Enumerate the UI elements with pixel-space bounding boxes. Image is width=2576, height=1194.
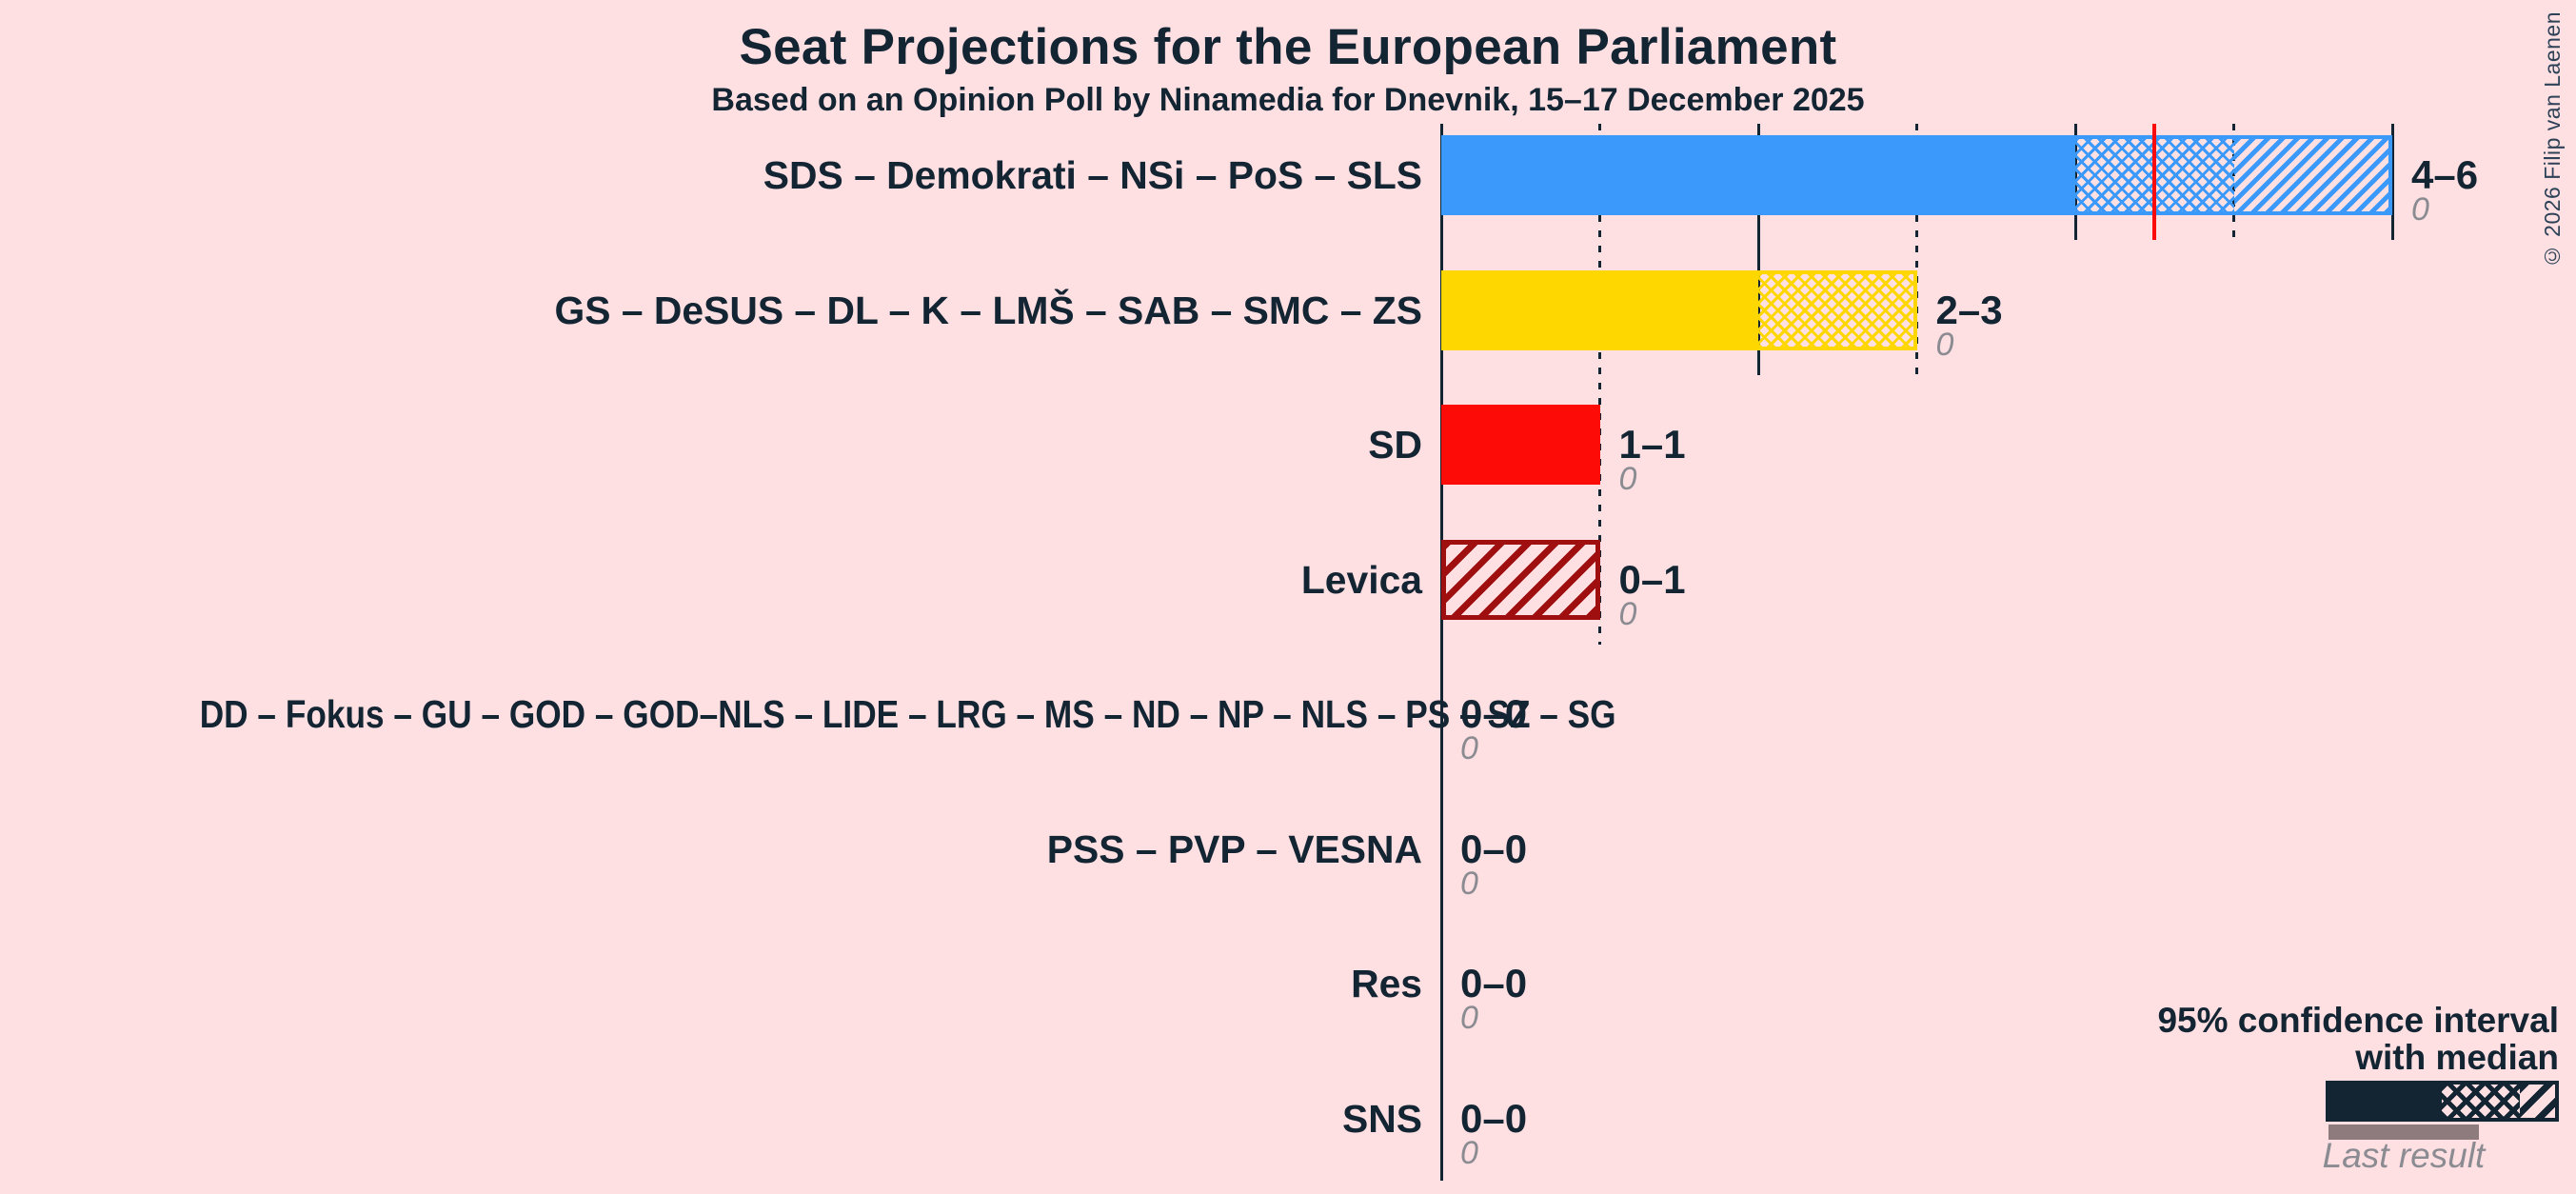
legend-sample-bar: [2326, 1081, 2559, 1122]
party-label: SNS: [1342, 1096, 1422, 1141]
legend-last-result-label: Last result: [2322, 1136, 2486, 1175]
gridline-seat-3: [1915, 124, 1918, 375]
page-subtitle: Based on an Opinion Poll by Ninamedia fo…: [711, 82, 1865, 118]
ci-value-label: 2–3: [1935, 287, 2003, 332]
legend-sample-solid: [2329, 1085, 2442, 1118]
gridline-seat-2: [1756, 124, 1760, 375]
party-label: PSS – PVP – VESNA: [1046, 826, 1422, 871]
bar: [1441, 269, 1917, 350]
party-label: Levica: [1300, 557, 1422, 602]
ci-value-label: 1–1: [1618, 422, 1686, 467]
legend-ci-label: 95% confidence interval with median: [2157, 1002, 2559, 1076]
last-result-value: 0: [1618, 461, 1637, 497]
bar-solid-segment: [1445, 139, 2075, 211]
page-title: Seat Projections for the European Parlia…: [739, 19, 1837, 75]
last-result-value: 0: [2411, 191, 2429, 228]
bar: [1441, 405, 1600, 485]
legend-ci-label-line2: with median: [2355, 1038, 2559, 1077]
last-result-value: 0: [1460, 1134, 1478, 1171]
bar-solid-segment: [1444, 408, 1596, 481]
bar-crosshatch-segment: [1758, 273, 1913, 347]
gridline-seat-6: [2390, 124, 2394, 240]
party-label: SD: [1368, 423, 1422, 467]
gridline-seat-1: [1598, 124, 1601, 645]
bar-diagonal-segment: [1445, 544, 1595, 615]
last-result-value: 0: [1935, 326, 1954, 363]
ci-value-label: 0–0: [1460, 691, 1528, 736]
bar-diagonal-segment: [2233, 139, 2388, 211]
bar: [1441, 135, 2392, 215]
party-label: DD – Fokus – GU – GOD – GOD–NLS – LIDE –…: [199, 692, 1616, 736]
majority-line: [2152, 124, 2157, 240]
party-label: Res: [1351, 962, 1422, 1005]
last-result-value: 0: [1460, 1000, 1478, 1036]
ci-value-label: 4–6: [2411, 152, 2479, 197]
axis-line: [1439, 124, 1443, 1181]
ci-value-label: 0–1: [1618, 556, 1686, 602]
copyright-notice: © 2026 Filip van Laenen: [2540, 11, 2565, 269]
ci-value-label: 0–0: [1460, 961, 1528, 1005]
legend-sample-crosshatch: [2442, 1085, 2520, 1118]
party-label: GS – DeSUS – DL – K – LMŠ – SAB – SMC – …: [554, 288, 1422, 332]
last-result-value: 0: [1460, 865, 1478, 902]
legend-sample-diagonal: [2520, 1085, 2555, 1118]
last-result-value: 0: [1618, 595, 1637, 632]
bar: [1441, 539, 1600, 620]
legend-ci-label-line1: 95% confidence interval: [2157, 1001, 2559, 1040]
ci-value-label: 0–0: [1460, 1095, 1528, 1141]
ci-value-label: 0–0: [1460, 826, 1528, 871]
legend-last-result-bar: [2328, 1124, 2479, 1140]
last-result-value: 0: [1460, 730, 1478, 766]
party-label: SDS – Demokrati – NSi – PoS – SLS: [763, 153, 1422, 197]
bar-solid-segment: [1444, 273, 1758, 347]
